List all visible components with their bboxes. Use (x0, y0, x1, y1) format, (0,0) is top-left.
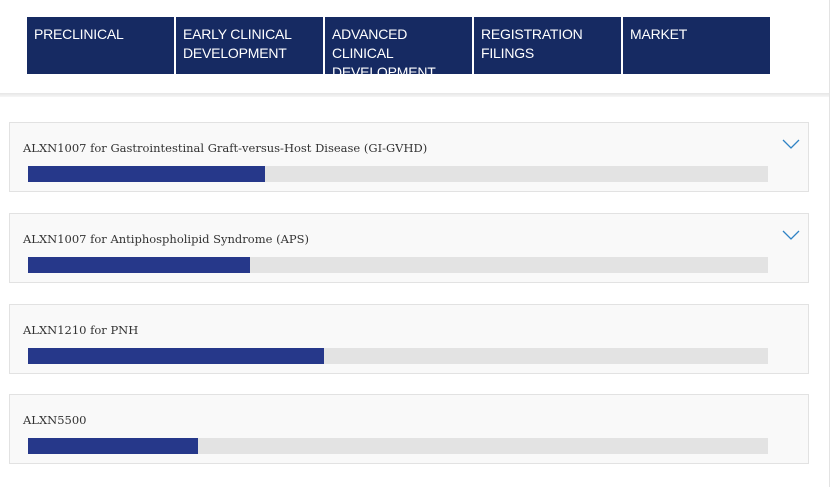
progress-fill (28, 348, 324, 364)
pipeline-stage-header: PRECLINICAL EARLY CLINICAL DEVELOPMENT A… (27, 17, 770, 80)
progress-fill (28, 257, 250, 273)
program-title: ALXN1210 for PNH (23, 323, 139, 337)
progress-track (28, 348, 768, 364)
progress-fill (28, 438, 199, 454)
stage-advanced-clinical-development: ADVANCED CLINICAL DEVELOPMENT (325, 17, 472, 80)
program-row-aps[interactable]: ALXN1007 for Antiphospholipid Syndrome (… (9, 213, 809, 283)
stage-preclinical: PRECLINICAL (27, 17, 174, 74)
progress-fill (28, 166, 265, 182)
program-title: ALXN5500 (23, 413, 87, 427)
program-row-alxn5500: ALXN5500 (9, 394, 809, 464)
chevron-down-icon[interactable] (782, 227, 800, 240)
stage-early-clinical-development: EARLY CLINICAL DEVELOPMENT (176, 17, 323, 74)
progress-track (28, 438, 768, 454)
program-row-gi-gvhd[interactable]: ALXN1007 for Gastrointestinal Graft-vers… (9, 122, 809, 192)
chevron-down-icon[interactable] (782, 136, 800, 149)
progress-track (28, 257, 768, 273)
stage-registration-filings: REGISTRATION FILINGS (474, 17, 621, 74)
program-title: ALXN1007 for Antiphospholipid Syndrome (… (23, 232, 309, 246)
header-divider (0, 93, 830, 97)
stage-market: MARKET (623, 17, 770, 74)
program-title: ALXN1007 for Gastrointestinal Graft-vers… (23, 141, 428, 155)
program-row-alxn1210-pnh: ALXN1210 for PNH (9, 304, 809, 374)
progress-track (28, 166, 768, 182)
